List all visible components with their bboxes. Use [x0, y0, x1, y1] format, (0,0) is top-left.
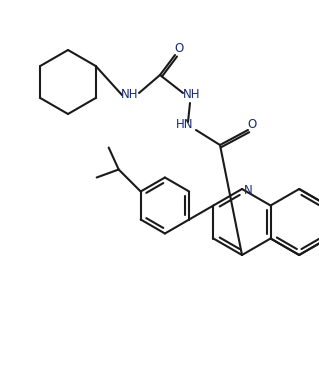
Text: O: O [174, 42, 184, 56]
Text: NH: NH [121, 89, 139, 101]
Text: HN: HN [176, 119, 194, 131]
Text: O: O [247, 117, 256, 131]
Text: NH: NH [183, 89, 201, 101]
Text: N: N [244, 184, 253, 198]
